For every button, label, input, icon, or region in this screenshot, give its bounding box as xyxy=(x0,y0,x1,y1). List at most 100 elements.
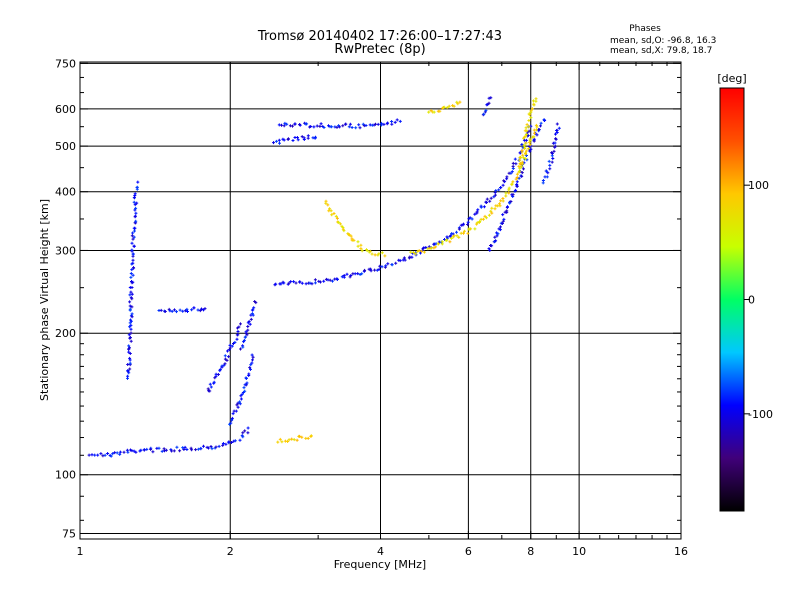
colorbar-tick-label: -100 xyxy=(748,408,773,421)
data-point xyxy=(130,312,134,316)
data-point xyxy=(511,164,515,168)
data-point xyxy=(314,135,317,139)
data-point xyxy=(522,143,526,147)
data-point xyxy=(163,310,167,313)
data-point xyxy=(500,222,504,225)
data-point xyxy=(236,333,240,337)
data-point xyxy=(130,268,134,272)
data-point xyxy=(126,369,130,372)
data-point xyxy=(233,340,237,344)
data-point xyxy=(109,454,113,458)
data-point xyxy=(494,239,498,243)
data-point xyxy=(243,389,247,393)
data-point xyxy=(468,216,472,220)
data-point xyxy=(350,237,354,241)
data-point xyxy=(539,124,542,128)
data-point xyxy=(194,448,198,452)
data-point xyxy=(525,129,529,133)
data-point xyxy=(534,128,538,132)
data-point xyxy=(368,249,372,253)
data-point xyxy=(292,438,296,442)
data-point xyxy=(514,177,518,181)
data-point xyxy=(128,352,132,355)
data-point xyxy=(455,100,459,104)
data-point xyxy=(341,124,345,128)
data-point xyxy=(504,191,508,195)
data-point xyxy=(487,101,491,105)
data-point xyxy=(424,246,428,249)
data-point xyxy=(358,126,362,130)
data-point xyxy=(131,231,135,235)
data-point xyxy=(308,281,312,285)
data-point xyxy=(524,141,528,145)
data-point xyxy=(162,447,166,451)
data-point xyxy=(455,234,459,238)
data-point xyxy=(489,209,493,213)
data-point xyxy=(520,160,524,164)
data-point xyxy=(473,227,477,231)
data-point xyxy=(377,252,381,256)
data-point xyxy=(246,328,250,332)
data-point xyxy=(502,217,506,221)
data-point xyxy=(545,169,548,173)
data-point xyxy=(134,450,138,454)
data-point xyxy=(529,116,533,120)
data-point xyxy=(300,281,304,285)
data-point xyxy=(280,123,283,127)
data-point xyxy=(535,133,539,137)
data-point xyxy=(342,229,346,233)
data-point xyxy=(131,261,135,265)
data-point xyxy=(489,196,493,200)
y-tick-label: 75 xyxy=(62,527,76,540)
data-point xyxy=(229,421,233,425)
data-point xyxy=(128,336,132,339)
data-point xyxy=(151,450,155,454)
data-point xyxy=(515,176,519,179)
data-point xyxy=(534,99,538,103)
data-point xyxy=(139,448,143,452)
data-point xyxy=(103,453,107,457)
data-point xyxy=(412,251,416,254)
data-point xyxy=(520,171,524,175)
data-point xyxy=(495,234,499,238)
data-point xyxy=(524,138,528,142)
data-point xyxy=(224,442,228,446)
data-point xyxy=(130,286,134,289)
data-point xyxy=(493,193,497,197)
data-point xyxy=(196,447,200,451)
data-point xyxy=(228,343,232,347)
data-point xyxy=(403,258,407,262)
data-point xyxy=(278,141,281,145)
data-point xyxy=(313,278,317,282)
data-point xyxy=(524,149,528,153)
data-point xyxy=(253,300,257,303)
data-point xyxy=(457,227,461,231)
data-point xyxy=(190,308,194,312)
data-point xyxy=(129,323,133,327)
data-point xyxy=(402,256,406,260)
data-point xyxy=(127,344,131,348)
data-point xyxy=(481,217,485,221)
data-point xyxy=(243,383,247,387)
data-point xyxy=(248,366,252,370)
data-point xyxy=(466,220,470,224)
data-point xyxy=(493,235,497,239)
data-point xyxy=(289,280,293,284)
data-point xyxy=(520,143,524,146)
data-point xyxy=(131,273,135,277)
data-point xyxy=(507,191,511,195)
data-point xyxy=(185,307,189,311)
data-point xyxy=(557,126,561,130)
data-point xyxy=(170,309,174,313)
data-point xyxy=(300,135,304,139)
data-point xyxy=(501,183,505,187)
data-point xyxy=(186,310,189,313)
data-point xyxy=(509,200,513,203)
grid-lines xyxy=(80,62,681,539)
data-point xyxy=(223,357,227,361)
data-point xyxy=(410,255,414,259)
data-point xyxy=(524,133,528,136)
data-point xyxy=(398,259,402,263)
data-point xyxy=(122,450,126,454)
data-point xyxy=(128,293,132,297)
